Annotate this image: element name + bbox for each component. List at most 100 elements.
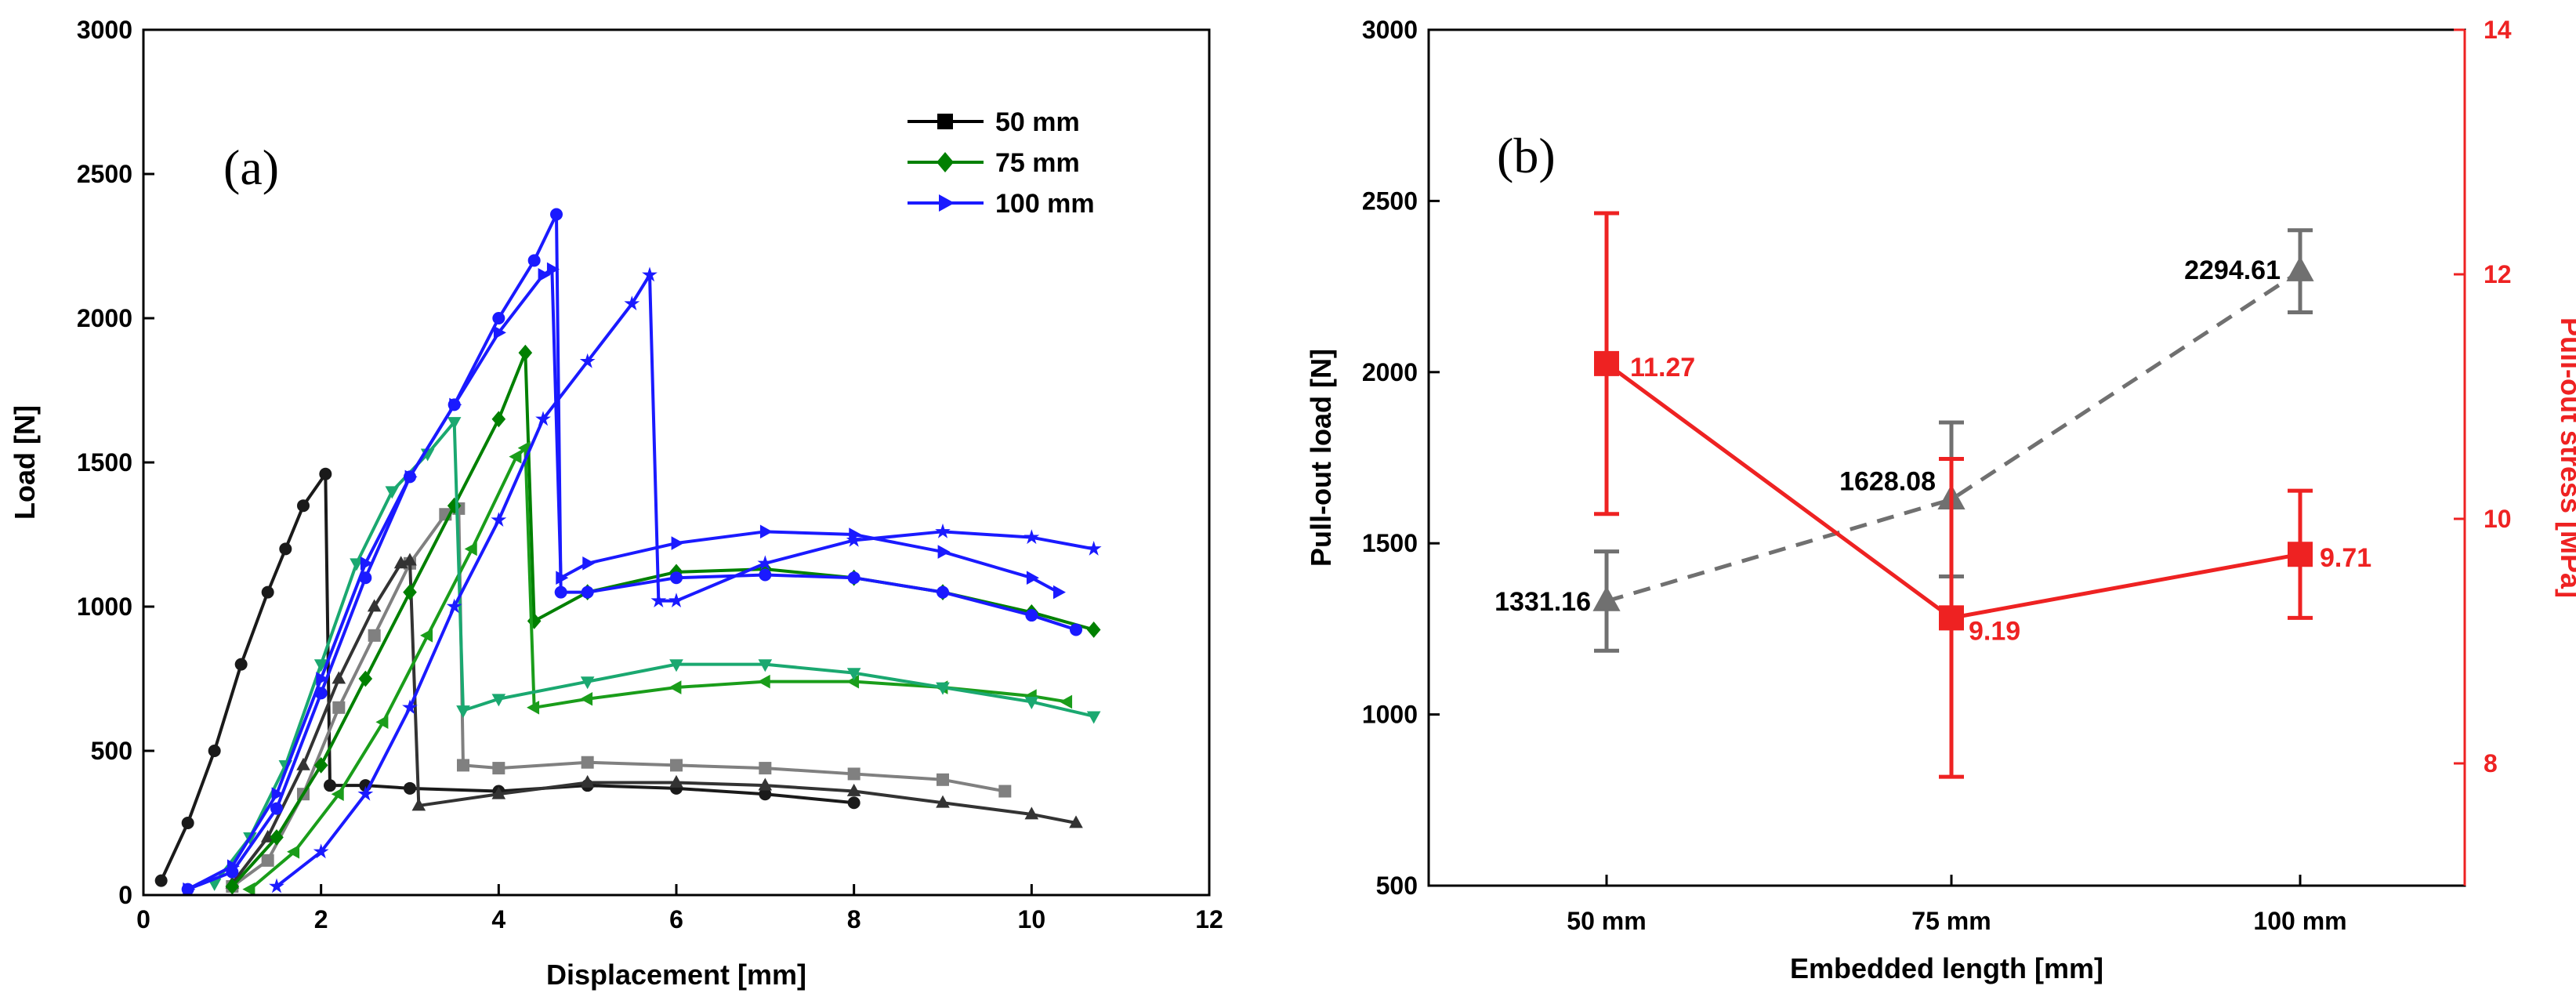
panel-a-data-point xyxy=(527,254,541,267)
panel-a-ylabel: Load [N] xyxy=(9,405,41,520)
panel-a-data-point xyxy=(360,556,373,571)
panel-a-data-point xyxy=(846,783,861,796)
panel-b-y2tick-label: 14 xyxy=(2484,16,2512,44)
panel-a-data-point xyxy=(181,817,194,829)
panel-a-data-point xyxy=(998,785,1012,798)
panel-a-data-point xyxy=(556,571,569,585)
panel-a-data-point xyxy=(518,344,533,361)
panel-a-data-point xyxy=(313,659,328,672)
panel-a-data-point xyxy=(226,859,240,873)
panel-a-data-point xyxy=(491,512,507,527)
panel-a-data-point xyxy=(937,585,949,599)
panel-a-data-point xyxy=(758,659,773,672)
panel-a-data-point xyxy=(234,658,248,671)
panel-a-data-point xyxy=(668,593,684,608)
panel-a-data-point xyxy=(1086,622,1101,638)
panel-b-y2label: Pull-out stress [MPa] xyxy=(2555,317,2576,598)
panel-b-load-data-label: 2294.61 xyxy=(2184,256,2281,285)
panel-a-data-point xyxy=(642,266,658,282)
panel-b-xlabel: Embedded length [mm] xyxy=(1790,952,2103,984)
panel-a-data-point xyxy=(350,558,364,571)
panel-a-data-point xyxy=(269,878,284,893)
panel-a-data-point xyxy=(1085,541,1102,556)
panel-a-data-point xyxy=(758,777,773,791)
panel-a-label: (a) xyxy=(223,140,279,195)
panel-a-series-layer xyxy=(154,208,1102,897)
panel-a-data-point xyxy=(580,691,593,706)
panel-a-data-point xyxy=(446,598,462,614)
panel-b-ytick-label: 3000 xyxy=(1362,16,1418,44)
panel-a-data-point xyxy=(375,715,389,729)
panel-a-data-point xyxy=(1086,711,1101,724)
panel-a-data-point xyxy=(581,756,594,769)
panel-b-data-point xyxy=(2288,542,2313,567)
panel-a-data-point xyxy=(404,781,416,795)
panel-b-stress-data-label: 11.27 xyxy=(1630,353,1695,382)
panel-a-data-point xyxy=(402,699,418,715)
panel-b-y2tick-label: 8 xyxy=(2484,749,2498,777)
panel-a-data-point xyxy=(456,705,470,719)
panel-a-data-point xyxy=(357,785,374,801)
panel-b-load-data-label: 1331.16 xyxy=(1495,587,1591,617)
panel-a-data-point xyxy=(759,524,773,539)
panel-b-load-data-label: 1628.08 xyxy=(1839,466,1936,496)
panel-b-label: (b) xyxy=(1497,128,1556,183)
panel-a-data-point xyxy=(935,523,951,538)
panel-a-data-point xyxy=(403,584,417,600)
panel-a-data-point xyxy=(847,796,860,810)
panel-a-data-point xyxy=(313,757,328,774)
panel-a-xtick-label: 12 xyxy=(1195,905,1223,933)
panel-a-data-point xyxy=(759,788,772,801)
panel-a-data-point xyxy=(670,571,683,585)
panel-a-ticks: 0 2 4 6 8 10 12 0 500 1000 1500 2000 2500 3000 xyxy=(77,16,1223,933)
panel-b-xtick-label: 100 mm xyxy=(2253,907,2346,935)
panel-a-data-point xyxy=(668,680,682,694)
panel-a-data-point xyxy=(261,854,274,867)
panel-a-data-point xyxy=(316,672,329,686)
panel-a-series-line xyxy=(187,212,1077,891)
panel-a-data-point xyxy=(313,843,329,859)
panel-a-data-point xyxy=(1053,585,1066,600)
panel-a-xtick-label: 0 xyxy=(136,905,150,933)
panel-a-legend-marker xyxy=(937,152,954,172)
panel-a-ytick-label: 500 xyxy=(91,737,132,765)
panel-a-data-point xyxy=(491,411,506,428)
panel-a-ytick-label: 3000 xyxy=(77,16,132,44)
panel-a-xlabel: Displacement [mm] xyxy=(546,959,806,991)
panel-a-data-point xyxy=(582,556,596,571)
panel-a-legend: 50 mm 75 mm 100 mm xyxy=(908,107,1095,219)
panel-a-data-point xyxy=(324,779,336,792)
panel-a-data-point xyxy=(669,659,683,672)
panel-b-ytick-label: 1000 xyxy=(1362,701,1418,729)
panel-a-data-point xyxy=(457,759,469,772)
panel-a-data-point xyxy=(297,499,310,513)
panel-a-ytick-label: 2500 xyxy=(77,160,132,188)
panel-a-ytick-label: 1500 xyxy=(77,448,132,477)
panel-a-data-point xyxy=(847,767,860,781)
panel-a-data-point xyxy=(757,674,770,689)
panel-b-ticks: 50 mm 75 mm 100 mm 500 1000 1500 2000 2500 3000 8… xyxy=(1362,16,2512,935)
panel-a-data-point xyxy=(319,467,332,480)
panel-a-data-point xyxy=(580,676,595,690)
panel-a-data-point xyxy=(937,773,949,786)
panel-a-data-point xyxy=(368,629,381,642)
panel-a-data-point xyxy=(296,757,310,770)
panel-a-data-point xyxy=(669,774,683,788)
panel-a-chart: 0 2 4 6 8 10 12 0 500 1000 1500 2000 2500 3000 (a) Di… xyxy=(9,16,1223,991)
panel-a-data-point xyxy=(937,545,951,559)
panel-a-data-point xyxy=(759,762,772,775)
panel-a-data-point xyxy=(332,701,346,714)
panel-a-data-point xyxy=(1025,609,1038,622)
panel-a-data-point xyxy=(847,571,860,585)
panel-b-ytick-label: 500 xyxy=(1376,872,1418,900)
panel-a-xtick-label: 4 xyxy=(491,905,505,933)
panel-a-data-point xyxy=(287,845,300,859)
panel-b-ytick-label: 2000 xyxy=(1362,358,1418,386)
panel-a-data-point xyxy=(331,787,344,801)
panel-b-data-point xyxy=(1594,350,1619,376)
panel-a-data-point xyxy=(579,353,596,368)
panel-a-legend-label: 50 mm xyxy=(995,107,1080,137)
panel-a-data-point xyxy=(757,555,774,571)
panel-a-data-point xyxy=(385,486,400,499)
